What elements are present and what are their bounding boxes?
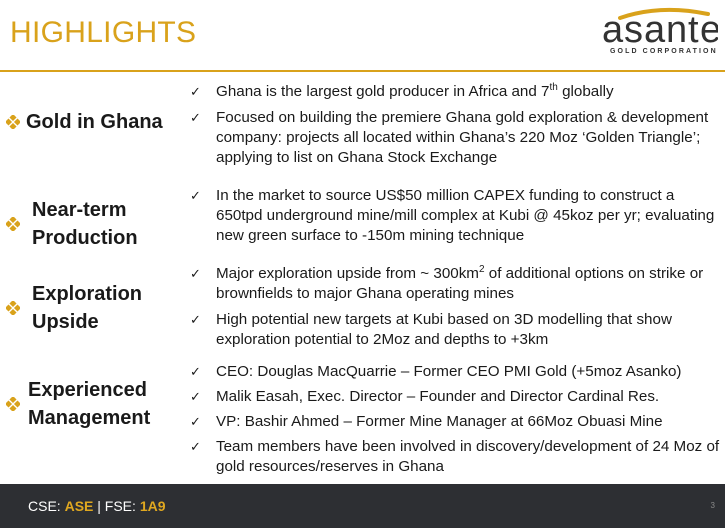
check-icon: ✓: [190, 389, 201, 404]
page-number: 3: [710, 501, 715, 510]
svg-text:e: e: [700, 9, 718, 48]
svg-text:t: t: [688, 9, 699, 48]
section-label: Upside: [32, 311, 99, 333]
diamond-bullet-icon: [6, 115, 20, 129]
company-logo: a s a n t e GOLD CORPORATION: [600, 6, 718, 62]
bullet-list: ✓ Ghana is the largest gold producer in A…: [190, 82, 720, 168]
section-label: Production: [32, 227, 138, 249]
list-item: ✓ Malik Easah, Exec. Director – Founder a…: [190, 388, 660, 405]
svg-text:n: n: [666, 9, 687, 48]
section-gold-in-ghana: Gold in Ghana ✓ Ghana is the largest gold…: [0, 80, 725, 176]
check-icon: ✓: [190, 266, 201, 281]
page-title: HIGHLIGHTS: [10, 16, 197, 49]
title-rule: [0, 70, 725, 72]
cse-ticker: ASE: [64, 498, 94, 514]
footer-bar: CSE: ASE | FSE: 1A9 3: [0, 484, 725, 528]
check-icon: ✓: [190, 414, 201, 429]
list-item: ✓ VP: Bashir Ahmed – Former Mine Manager …: [190, 413, 663, 430]
svg-text:a: a: [602, 9, 624, 48]
section-label: Gold in Ghana: [26, 111, 163, 133]
section-label: Exploration: [32, 283, 143, 305]
section-experienced-management: Experienced Management ✓ CEO: Douglas Mac…: [0, 362, 725, 482]
diamond-bullet-icon: [6, 217, 20, 231]
section-exploration-upside: Exploration Upside ✓ Major exploration up…: [0, 264, 725, 356]
fse-ticker: 1A9: [139, 498, 166, 514]
section-near-term-production: Near-term Production ✓ In the market to s…: [0, 184, 725, 254]
check-icon: ✓: [190, 84, 201, 99]
check-icon: ✓: [190, 188, 201, 203]
svg-text:a: a: [644, 9, 666, 48]
list-item: ✓ Ghana is the largest gold producer in A…: [190, 81, 614, 100]
bullet-list: ✓ In the market to source US$50 million C…: [190, 186, 720, 246]
check-icon: ✓: [190, 439, 201, 454]
check-icon: ✓: [190, 110, 201, 125]
logo-subtitle: GOLD CORPORATION: [610, 48, 718, 55]
list-item: ✓ Team members have been involved in disc…: [190, 438, 720, 475]
section-label: Experienced: [28, 379, 147, 401]
diamond-bullet-icon: [6, 397, 20, 411]
bullet-list: ✓ CEO: Douglas MacQuarrie – Former CEO PM…: [190, 362, 720, 477]
list-item: ✓ Major exploration upside from ~ 300km2 …: [190, 263, 704, 302]
list-item: ✓ CEO: Douglas MacQuarrie – Former CEO PM…: [190, 363, 682, 380]
ticker-info: CSE: ASE | FSE: 1A9: [28, 498, 166, 514]
diamond-bullet-icon: [6, 301, 20, 315]
section-label: Near-term: [32, 199, 127, 221]
check-icon: ✓: [190, 312, 201, 327]
check-icon: ✓: [190, 364, 201, 379]
list-item: ✓ Focused on building the premiere Ghana …: [190, 109, 709, 166]
list-item: ✓ High potential new targets at Kubi base…: [190, 311, 672, 348]
bullet-list: ✓ Major exploration upside from ~ 300km2 …: [190, 264, 720, 350]
list-item: ✓ In the market to source US$50 million C…: [190, 187, 715, 244]
section-label: Management: [28, 407, 151, 429]
svg-text:s: s: [624, 9, 643, 48]
